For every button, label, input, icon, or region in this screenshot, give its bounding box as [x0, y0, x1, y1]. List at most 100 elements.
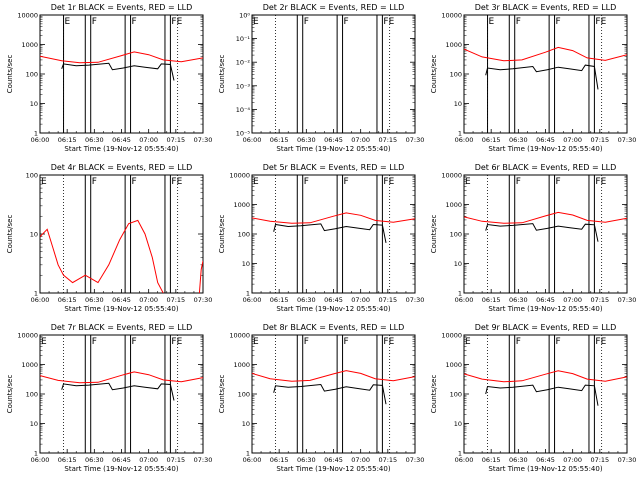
x-tick-label: 07:15 [590, 296, 609, 304]
chart-title: Det 3r BLACK = Events, RED = LLD [475, 3, 617, 12]
x-tick-label: 06:30 [297, 136, 316, 144]
x-tick-label: 06:45 [324, 456, 343, 464]
series-line-lld [40, 51, 203, 64]
y-tick-label: 10000 [17, 332, 38, 340]
x-axis-label: Start Time (19-Nov-12 05:55:40) [488, 145, 602, 153]
y-tick-label: 10⁻² [236, 59, 251, 67]
y-tick-label: 1 [34, 290, 38, 298]
plot-frame [463, 14, 628, 134]
y-tick-label: 10000 [229, 332, 250, 340]
y-tick-label: 10 [242, 420, 250, 428]
x-tick-label: 06:45 [112, 456, 131, 464]
chart-panel: Det 5r BLACK = Events, RED = LLD 06:00 06:… [218, 163, 424, 313]
y-tick-label: 10 [30, 420, 38, 428]
chart-title: Det 4r BLACK = Events, RED = LLD [51, 163, 193, 172]
plot-frame [39, 334, 204, 454]
y-tick-label: 10 [454, 260, 462, 268]
event-marker-label: FE [171, 177, 182, 187]
x-axis-label: Start Time (19-Nov-12 05:55:40) [488, 465, 602, 473]
y-tick-label: 1 [34, 130, 38, 138]
x-tick-label: 06:45 [324, 136, 343, 144]
x-tick-label: 06:45 [112, 136, 131, 144]
event-marker-label: FE [595, 337, 606, 347]
x-tick-label: 07:30 [618, 136, 637, 144]
y-axis-label: Counts/sec [218, 215, 226, 254]
series-line-lld [252, 370, 415, 382]
event-marker-label: F [304, 177, 309, 187]
event-marker-label: F [92, 17, 97, 27]
x-tick-label: 07:30 [406, 136, 425, 144]
y-tick-label: 1 [458, 130, 462, 138]
event-marker-label: E [41, 177, 47, 187]
x-tick-label: 07:15 [378, 296, 397, 304]
x-tick-label: 06:30 [85, 456, 104, 464]
x-tick-label: 06:30 [85, 136, 104, 144]
y-tick-label: 10⁰ [239, 12, 250, 20]
x-tick-label: 06:00 [31, 136, 50, 144]
x-tick-label: 07:00 [139, 296, 158, 304]
x-tick-label: 06:45 [536, 296, 555, 304]
series-line-events [273, 383, 387, 405]
y-tick-label: 1000 [445, 201, 462, 209]
x-tick-label: 07:30 [406, 296, 425, 304]
event-marker-label: FE [383, 337, 394, 347]
plot-frame [251, 174, 416, 294]
x-axis-label: Start Time (19-Nov-12 05:55:40) [276, 145, 390, 153]
x-tick-label: 06:30 [509, 296, 528, 304]
x-tick-label: 07:00 [351, 456, 370, 464]
y-tick-label: 10⁻¹ [236, 35, 251, 43]
y-tick-label: 10000 [441, 332, 462, 340]
event-marker-label: E [65, 17, 71, 27]
event-marker-label: FE [171, 17, 182, 27]
y-tick-label: 10⁻⁵ [236, 130, 251, 138]
x-tick-label: 07:00 [351, 136, 370, 144]
x-tick-label: 07:00 [139, 136, 158, 144]
x-tick-label: 06:00 [455, 456, 474, 464]
event-marker-label: F [92, 177, 97, 187]
plot-frame [39, 14, 204, 134]
event-marker-label: F [556, 337, 561, 347]
event-marker-label: F [344, 337, 349, 347]
series-line-events [273, 223, 387, 243]
x-tick-label: 07:15 [590, 456, 609, 464]
chart-panel: Det 6r BLACK = Events, RED = LLD 06:00 06:… [430, 163, 636, 313]
y-tick-label: 1000 [233, 361, 250, 369]
y-axis-label: Counts/sec [218, 375, 226, 414]
y-axis-label: Counts/sec [6, 375, 14, 414]
y-tick-label: 1 [34, 450, 38, 458]
y-tick-label: 1 [246, 290, 250, 298]
series-line-lld [252, 212, 415, 224]
y-tick-label: 10000 [229, 172, 250, 180]
x-tick-label: 07:00 [563, 136, 582, 144]
x-tick-label: 07:15 [166, 456, 185, 464]
x-tick-label: 06:00 [31, 296, 50, 304]
x-tick-label: 07:15 [590, 136, 609, 144]
x-axis-label: Start Time (19-Nov-12 05:55:40) [64, 465, 178, 473]
y-tick-label: 10 [30, 231, 38, 239]
y-axis-label: Counts/sec [430, 55, 438, 94]
y-tick-label: 100 [26, 172, 38, 180]
x-tick-label: 06:15 [270, 296, 289, 304]
series-line-events [485, 64, 599, 90]
x-tick-label: 06:30 [509, 136, 528, 144]
y-axis-label: Counts/sec [430, 375, 438, 414]
event-marker-label: F [132, 177, 137, 187]
y-tick-label: 10⁻³ [236, 82, 251, 90]
series-line-lld [464, 46, 627, 62]
series-line-events [61, 62, 175, 81]
y-tick-label: 1000 [233, 201, 250, 209]
event-marker-label: E [489, 17, 495, 27]
y-tick-label: 1 [458, 450, 462, 458]
x-tick-label: 06:30 [509, 456, 528, 464]
x-axis-label: Start Time (19-Nov-12 05:55:40) [488, 305, 602, 313]
x-tick-label: 06:30 [297, 456, 316, 464]
y-tick-label: 1000 [445, 41, 462, 49]
event-marker-label: FE [171, 337, 182, 347]
x-axis-label: Start Time (19-Nov-12 05:55:40) [64, 145, 178, 153]
x-tick-label: 07:30 [194, 296, 213, 304]
plot-frame [463, 174, 628, 294]
event-marker-label: F [304, 17, 309, 27]
event-marker-label: E [253, 177, 259, 187]
x-tick-label: 06:15 [482, 456, 501, 464]
